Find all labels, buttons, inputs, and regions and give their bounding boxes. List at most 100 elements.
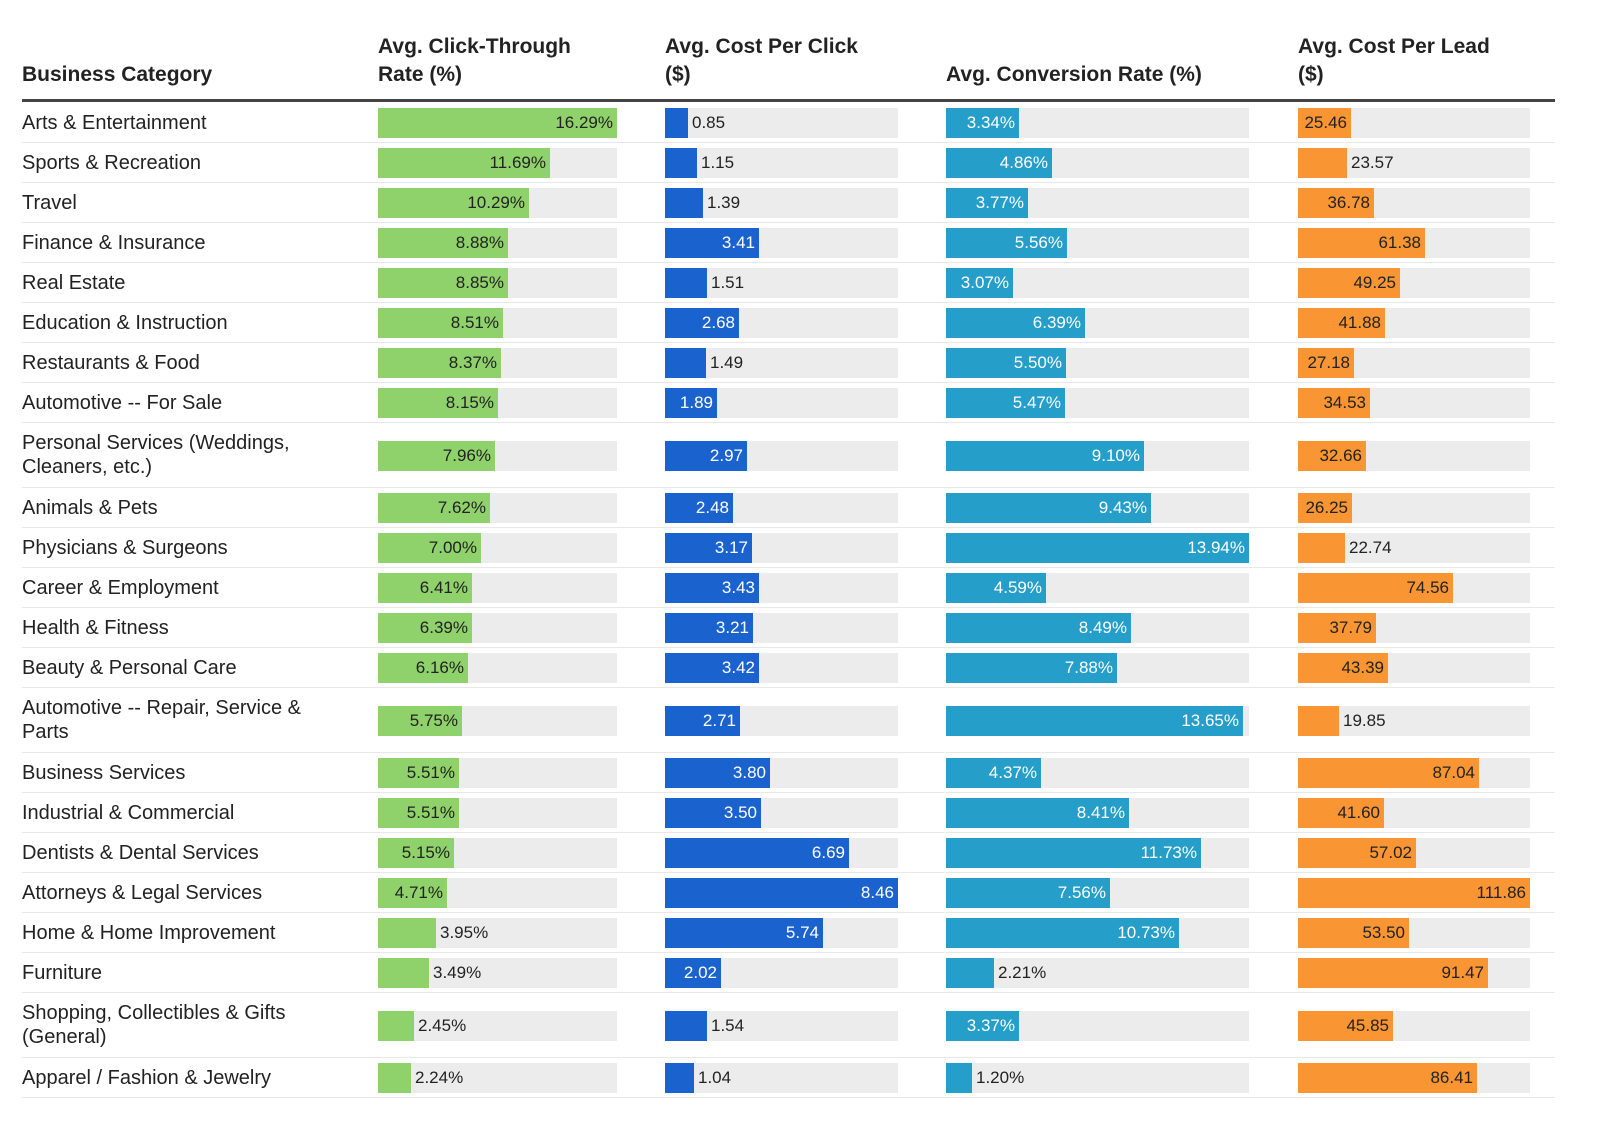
category-label: Apparel / Fashion & Jewelry	[22, 1067, 272, 1089]
cr-bar-track: 5.47%	[946, 388, 1249, 418]
header-cr: Avg. Conversion Rate (%)	[946, 33, 1202, 89]
header-cpl: Avg. Cost Per Lead ($)	[1298, 33, 1490, 89]
ctr-bar-track: 8.88%	[378, 228, 617, 258]
cpc-bar	[665, 228, 759, 258]
cpl-bar-track: 57.02	[1298, 838, 1530, 868]
cr-value-label: 8.41%	[1076, 803, 1125, 822]
table-row: Travel 10.29% 1.39 3.77% 36.78	[22, 183, 1555, 223]
cpl-value-label: 22.74	[1349, 538, 1392, 557]
ctr-value-label: 8.88%	[455, 233, 504, 252]
cpc-value-label: 3.21	[715, 618, 749, 637]
ctr-bar-track: 6.16%	[378, 653, 617, 683]
cpc-bar	[665, 1010, 707, 1041]
cpl-bar	[1298, 493, 1352, 523]
table-row: Animals & Pets 7.62% 2.48 9.43% 26.25	[22, 488, 1555, 528]
cr-value-label: 13.65%	[1181, 710, 1239, 730]
cpc-bar-track: 2.68	[665, 308, 898, 338]
cpc-bar	[665, 348, 706, 378]
row-divider	[22, 647, 1555, 648]
cpl-bar	[1298, 958, 1488, 988]
cpc-value-label: 1.54	[711, 1015, 745, 1035]
table-row: Apparel / Fashion & Jewelry 2.24% 1.04 1.20…	[22, 1058, 1555, 1098]
cr-value-label: 5.47%	[1012, 393, 1061, 412]
cpl-bar-track: 91.47	[1298, 958, 1530, 988]
cr-bar-track: 13.94%	[946, 533, 1249, 563]
cpc-value-label: 3.80	[732, 763, 766, 782]
cr-bar	[946, 878, 1110, 908]
ctr-value-label: 5.51%	[406, 803, 455, 822]
cr-bar	[946, 388, 1065, 418]
category-label: Shopping, Collectibles & Gifts (General)	[22, 1002, 286, 1048]
cpl-bar-track: 25.46	[1298, 108, 1530, 138]
cr-value-label: 9.10%	[1091, 445, 1140, 465]
cr-bar	[946, 440, 1144, 471]
cpc-bar-track: 5.74	[665, 918, 898, 948]
header-cpc-line1: Avg. Cost Per Click	[665, 35, 858, 58]
cr-bar-track: 13.65%	[946, 705, 1249, 736]
cpl-bar-track: 74.56	[1298, 573, 1530, 603]
row-divider	[22, 1097, 1555, 1098]
ctr-bar-track: 3.49%	[378, 958, 617, 988]
cr-bar-track: 11.73%	[946, 838, 1249, 868]
cpc-value-label: 2.68	[701, 313, 735, 332]
cpl-bar	[1298, 878, 1530, 908]
ctr-bar	[378, 228, 508, 258]
cpc-bar	[665, 878, 898, 908]
cpl-value-label: 91.47	[1441, 963, 1484, 982]
header-ctr: Avg. Click-Through Rate (%)	[378, 33, 571, 89]
cpl-value-label: 74.56	[1406, 578, 1449, 597]
category-label: Furniture	[22, 962, 103, 984]
ctr-value-label: 7.96%	[442, 445, 491, 465]
cr-bar-track: 6.39%	[946, 308, 1249, 338]
cpl-bar	[1298, 838, 1416, 868]
cr-value-label: 8.49%	[1078, 618, 1127, 637]
ctr-bar	[378, 533, 481, 563]
ctr-bar-track: 8.37%	[378, 348, 617, 378]
cr-bar-track: 5.56%	[946, 228, 1249, 258]
row-divider	[22, 687, 1555, 688]
ctr-bar	[378, 958, 429, 988]
category-label: Finance & Insurance	[22, 232, 206, 254]
cpc-bar-track: 3.43	[665, 573, 898, 603]
cr-value-label: 9.43%	[1098, 498, 1147, 517]
ctr-value-label: 16.29%	[555, 113, 613, 132]
ctr-bar-track: 10.29%	[378, 188, 617, 218]
table-row: Industrial & Commercial 5.51% 3.50 8.41% 41.…	[22, 793, 1555, 833]
cr-bar-track: 8.49%	[946, 613, 1249, 643]
cpc-bar-track: 2.97	[665, 440, 898, 471]
cpc-bar-track: 2.48	[665, 493, 898, 523]
cr-bar-track: 3.34%	[946, 108, 1249, 138]
cpc-value-label: 1.89	[679, 393, 713, 412]
cpc-bar	[665, 533, 752, 563]
category-label: Automotive -- For Sale	[22, 392, 223, 414]
cpl-value-label: 49.25	[1353, 273, 1396, 292]
row-divider	[22, 182, 1555, 183]
cpc-value-label: 1.15	[701, 153, 735, 172]
row-divider	[22, 752, 1555, 753]
cr-value-label: 5.56%	[1014, 233, 1063, 252]
row-divider	[22, 487, 1555, 488]
category-label: Physicians & Surgeons	[22, 537, 228, 559]
row-divider	[22, 342, 1555, 343]
cpl-bar-track: 41.88	[1298, 308, 1530, 338]
cpc-value-label: 8.46	[860, 883, 894, 902]
ctr-value-label: 8.51%	[450, 313, 499, 332]
cpl-bar-track: 32.66	[1298, 440, 1530, 471]
cr-bar-track: 9.10%	[946, 440, 1249, 471]
cpc-bar-track: 2.71	[665, 705, 898, 736]
cpc-bar-track: 3.17	[665, 533, 898, 563]
category-label: Beauty & Personal Care	[22, 657, 237, 679]
cr-bar	[946, 533, 1249, 563]
cr-bar	[946, 348, 1066, 378]
cpc-bar	[665, 958, 721, 988]
cpl-bar	[1298, 705, 1339, 736]
cpc-value-label: 3.43	[721, 578, 755, 597]
cpc-bar	[665, 838, 849, 868]
cpc-value-label: 0.85	[692, 113, 726, 132]
ctr-bar-track: 2.24%	[378, 1063, 617, 1093]
cr-value-label: 11.73%	[1140, 843, 1197, 862]
ctr-bar	[378, 878, 447, 908]
cpl-bar	[1298, 653, 1388, 683]
cpc-value-label: 3.42	[721, 658, 755, 677]
cpl-bar-track: 27.18	[1298, 348, 1530, 378]
